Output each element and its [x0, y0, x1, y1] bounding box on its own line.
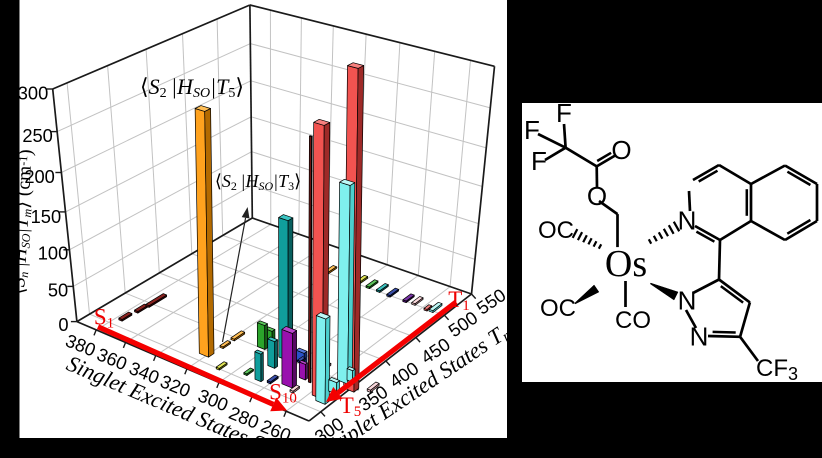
svg-text:Os: Os — [605, 243, 647, 285]
svg-text:50: 50 — [48, 280, 68, 301]
svg-text:150: 150 — [31, 206, 62, 227]
svg-text:O: O — [587, 181, 607, 211]
svg-text:F: F — [531, 146, 547, 176]
svg-text:O: O — [611, 135, 631, 165]
svg-text:OC: OC — [540, 295, 576, 322]
svg-text:100: 100 — [38, 243, 69, 264]
svg-text:N: N — [678, 286, 697, 316]
svg-text:OC: OC — [538, 217, 574, 244]
svg-text:⟨S2 |HSO|T5⟩: ⟨S2 |HSO|T5⟩ — [140, 74, 244, 101]
svg-text:200: 200 — [24, 166, 55, 187]
svg-text:N: N — [690, 322, 709, 352]
svg-text:N: N — [678, 206, 697, 236]
svg-text:300: 300 — [18, 83, 49, 104]
svg-text:F: F — [556, 98, 572, 128]
svg-text:F: F — [524, 115, 540, 145]
svg-text:⟨S2 |HSO|T3⟩: ⟨S2 |HSO|T3⟩ — [215, 171, 301, 193]
svg-text:250: 250 — [22, 125, 53, 146]
svg-text:0: 0 — [58, 314, 68, 335]
svg-text:CO: CO — [615, 307, 651, 334]
